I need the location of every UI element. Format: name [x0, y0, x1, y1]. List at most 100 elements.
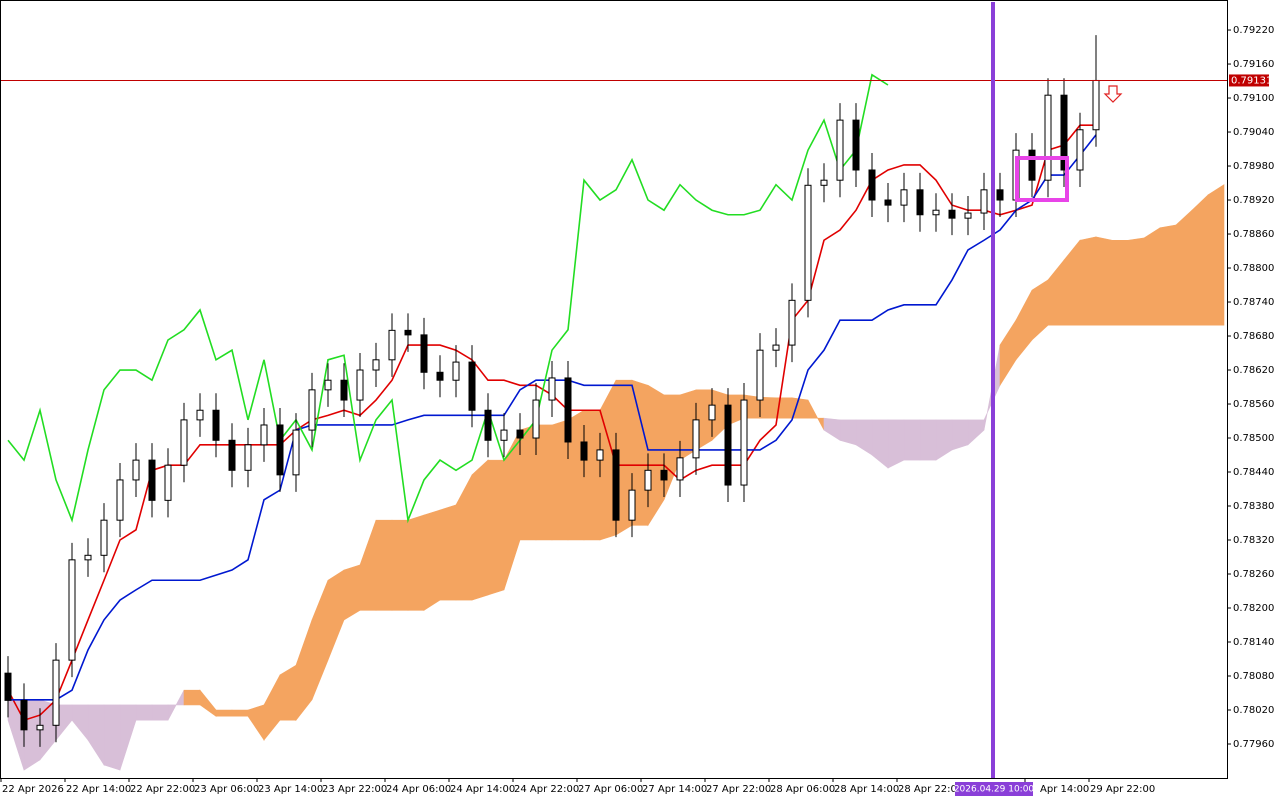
- candle-body: [68, 559, 76, 661]
- y-tick-label: 0.78860: [1233, 229, 1274, 240]
- highlight-box: [1015, 156, 1069, 202]
- candle-body: [100, 519, 108, 556]
- candle-body: [900, 189, 908, 206]
- candle-body: [148, 459, 156, 501]
- y-tick-label: 0.78680: [1233, 331, 1274, 342]
- indicator-line: [7, 73, 889, 524]
- x-tick-label: Apr 14:00: [1040, 784, 1089, 795]
- candle-body: [820, 179, 828, 186]
- candle-body: [772, 344, 780, 351]
- current-price-label: 0.79131: [1231, 75, 1272, 86]
- candle-body: [804, 184, 812, 301]
- candle-body: [404, 329, 412, 336]
- cloud-segment: [439, 504, 457, 601]
- candle-body: [932, 209, 940, 216]
- cloud-segment: [343, 564, 361, 621]
- candle-body: [916, 189, 924, 216]
- candle-body: [980, 189, 988, 214]
- cloud-segment: [583, 409, 601, 541]
- candles: [4, 35, 1100, 747]
- x-tick-label: 28 Apr 22:00: [898, 784, 963, 795]
- candle-body: [420, 334, 428, 373]
- cloud-segment: [535, 424, 553, 541]
- candle-body: [1092, 79, 1100, 131]
- sell-arrow: [1103, 85, 1123, 103]
- candle-body: [884, 199, 892, 206]
- y-tick-label: 0.78200: [1233, 603, 1274, 614]
- cloud-segment: [1191, 194, 1209, 326]
- x-tick-label: 27 Apr 14:00: [642, 784, 707, 795]
- candle-body: [1076, 129, 1084, 171]
- candle-body: [484, 409, 492, 441]
- cloud-segment: [279, 664, 297, 721]
- candle-body: [612, 449, 620, 521]
- x-tick-label: 28 Apr 06:00: [770, 784, 835, 795]
- candle-body: [628, 489, 636, 521]
- candle-body: [516, 429, 524, 439]
- cloud-segment: [887, 419, 905, 469]
- candle-body: [868, 169, 876, 201]
- x-tick-label: 22 Apr 2026: [2, 784, 64, 795]
- cloud-segment: [519, 424, 537, 541]
- ichimoku-cloud: [7, 184, 1225, 771]
- candle-body: [132, 459, 140, 481]
- cloud-segment: [1095, 236, 1113, 326]
- candle-body: [836, 119, 844, 181]
- y-tick-label: 0.79160: [1233, 59, 1274, 70]
- cloud-segment: [839, 419, 857, 446]
- x-tick-label: 27 Apr 06:00: [578, 784, 643, 795]
- x-tick-label: 29 Apr 22:00: [1090, 784, 1155, 795]
- y-tick-label: 0.78080: [1233, 671, 1274, 682]
- cloud-segment: [903, 419, 921, 461]
- candle-body: [660, 469, 668, 481]
- candle-body: [308, 389, 316, 431]
- candle-body: [52, 659, 60, 726]
- candle-body: [228, 439, 236, 471]
- y-tick-label: 0.79100: [1233, 93, 1274, 104]
- candle-body: [532, 399, 540, 439]
- x-tick-label: 22 Apr 22:00: [130, 784, 195, 795]
- x-tick-label: 23 Apr 14:00: [258, 784, 323, 795]
- candle-body: [20, 699, 28, 731]
- x-tick-label: 24 Apr 06:00: [386, 784, 451, 795]
- y-tick-label: 0.78500: [1233, 433, 1274, 444]
- cursor-tag: [955, 782, 1033, 796]
- candle-body: [436, 371, 444, 381]
- y-tick-label: 0.79220: [1233, 25, 1274, 36]
- candle-body: [452, 361, 460, 381]
- candle-body: [468, 361, 476, 411]
- y-tick-label: 0.78020: [1233, 705, 1274, 716]
- candle-body: [1028, 149, 1036, 181]
- candle-body: [500, 429, 508, 441]
- candle-body: [852, 119, 860, 171]
- cloud-segment: [423, 509, 441, 611]
- candle-body: [356, 369, 364, 401]
- candle-body: [548, 377, 556, 401]
- cloud-segment: [1143, 227, 1161, 326]
- y-tick-label: 0.78140: [1233, 637, 1274, 648]
- candle-body: [644, 469, 652, 491]
- candle-body: [276, 424, 284, 476]
- candle-body: [996, 189, 1004, 201]
- candle-body: [292, 429, 300, 476]
- plot-frame: [0, 0, 1228, 779]
- cloud-segment: [391, 519, 409, 611]
- candle-body: [36, 724, 44, 731]
- candle-body: [564, 377, 572, 443]
- y-tick-label: 0.78560: [1233, 399, 1274, 410]
- cloud-segment: [919, 419, 937, 461]
- candle-body: [180, 419, 188, 466]
- candle-body: [244, 444, 252, 471]
- candle-body: [196, 409, 204, 421]
- x-tick-label: 24 Apr 22:00: [514, 784, 579, 795]
- current-price-tag: [1229, 74, 1269, 87]
- cloud-segment: [183, 689, 201, 706]
- y-tick-label: 0.78920: [1233, 195, 1274, 206]
- cursor-label: 2026.04.29 10:00: [954, 785, 1035, 795]
- y-tick-label: 0.78440: [1233, 467, 1274, 478]
- y-tick-label: 0.78380: [1233, 501, 1274, 512]
- cloud-segment: [215, 709, 233, 717]
- candle-body: [116, 479, 124, 521]
